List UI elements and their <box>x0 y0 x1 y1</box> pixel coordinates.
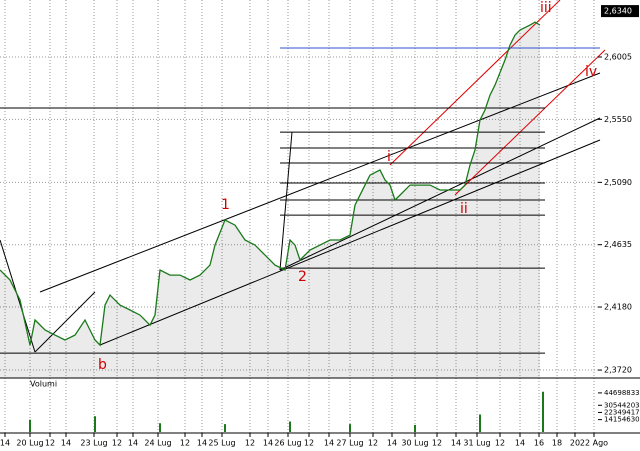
wave-label: ii <box>460 201 468 217</box>
wave-label: 1 <box>221 197 230 213</box>
volume-bar <box>94 416 96 432</box>
y-tick-label: 44698833 <box>604 389 640 397</box>
trend-line <box>454 49 606 196</box>
trend-line <box>279 131 293 271</box>
back-layer <box>0 0 600 433</box>
x-tick-label: 14 <box>263 439 273 448</box>
x-tick-label: 16 <box>534 439 544 448</box>
x-tick-label: 31 Lug <box>463 439 490 448</box>
y-tick-label: 2,6005 <box>604 52 632 61</box>
x-tick-label: 12 <box>112 439 122 448</box>
trend-line <box>389 0 561 166</box>
y-tick-label: 2,5090 <box>604 178 632 187</box>
x-tick-label: 14 <box>0 439 10 448</box>
volume-bar <box>479 414 481 432</box>
volume-bar <box>349 424 351 432</box>
x-tick-label: 14 <box>128 439 138 448</box>
wave-label: b <box>98 357 107 373</box>
panel-title: Volumi <box>30 380 57 389</box>
volume-bar <box>542 391 544 432</box>
y-tick-label: 2,4180 <box>604 303 632 312</box>
x-tick-label: 24 Lug <box>144 439 171 448</box>
x-tick-label: 20 Lug <box>16 439 43 448</box>
trend-line <box>34 291 96 353</box>
y-tick-label: 2,3720 <box>604 366 632 375</box>
y-tick-label: 14154630 <box>604 416 640 424</box>
last-price-label: 2,6340 <box>604 7 632 16</box>
x-tick-label: 14 <box>451 439 461 448</box>
x-tick-label: 14 <box>515 439 525 448</box>
x-tick-label: 25 Lug <box>208 439 235 448</box>
x-tick-label: 30 Lug <box>401 439 428 448</box>
x-tick-label: 12 <box>245 439 255 448</box>
x-tick-label: 12 <box>432 439 442 448</box>
x-tick-label: 18 <box>552 439 562 448</box>
wave-labels: 1 2 i ii iii iv b <box>98 0 597 373</box>
x-tick-label: 23 Lug <box>80 439 107 448</box>
wave-label: iv <box>585 64 597 80</box>
x-tick-label: 12 <box>368 439 378 448</box>
trend-line <box>99 139 601 346</box>
x-tick-label: 27 Lug <box>336 439 363 448</box>
x-tick-label: 20 <box>570 439 580 448</box>
trend-line <box>39 72 601 293</box>
wave-label: 2 <box>298 269 307 285</box>
y-tick-label: 30544203 <box>604 401 640 409</box>
y-tick-label: 2,4635 <box>604 240 632 249</box>
y-tick-label: 22349417 <box>604 408 640 416</box>
volume-bar <box>29 419 31 432</box>
volume-bar <box>159 423 161 432</box>
x-tick-label: 14 <box>61 439 71 448</box>
volume-bar <box>224 424 226 432</box>
wave-label: i <box>387 149 391 165</box>
x-tick-label: 26 Lug <box>274 439 301 448</box>
volume-bar <box>414 425 416 432</box>
volume-bar <box>289 421 291 432</box>
x-tick-label: 14 <box>387 439 397 448</box>
last-price-box <box>601 5 639 18</box>
x-tick-label: 12 <box>45 439 55 448</box>
x-tick-label: 22 Ago <box>580 439 608 448</box>
x-tick-label: 12 <box>180 439 190 448</box>
wave-label: iii <box>540 0 552 16</box>
trend-lines <box>0 0 606 353</box>
x-tick-label: 14 <box>197 439 207 448</box>
trend-line <box>279 117 601 271</box>
x-tick-label: 12 <box>304 439 314 448</box>
x-tick-label: 14 <box>324 439 334 448</box>
y-tick-label: 2,5550 <box>604 115 632 124</box>
x-tick-label: 12 <box>495 439 505 448</box>
price-area <box>0 22 540 378</box>
price-line <box>0 21 541 347</box>
